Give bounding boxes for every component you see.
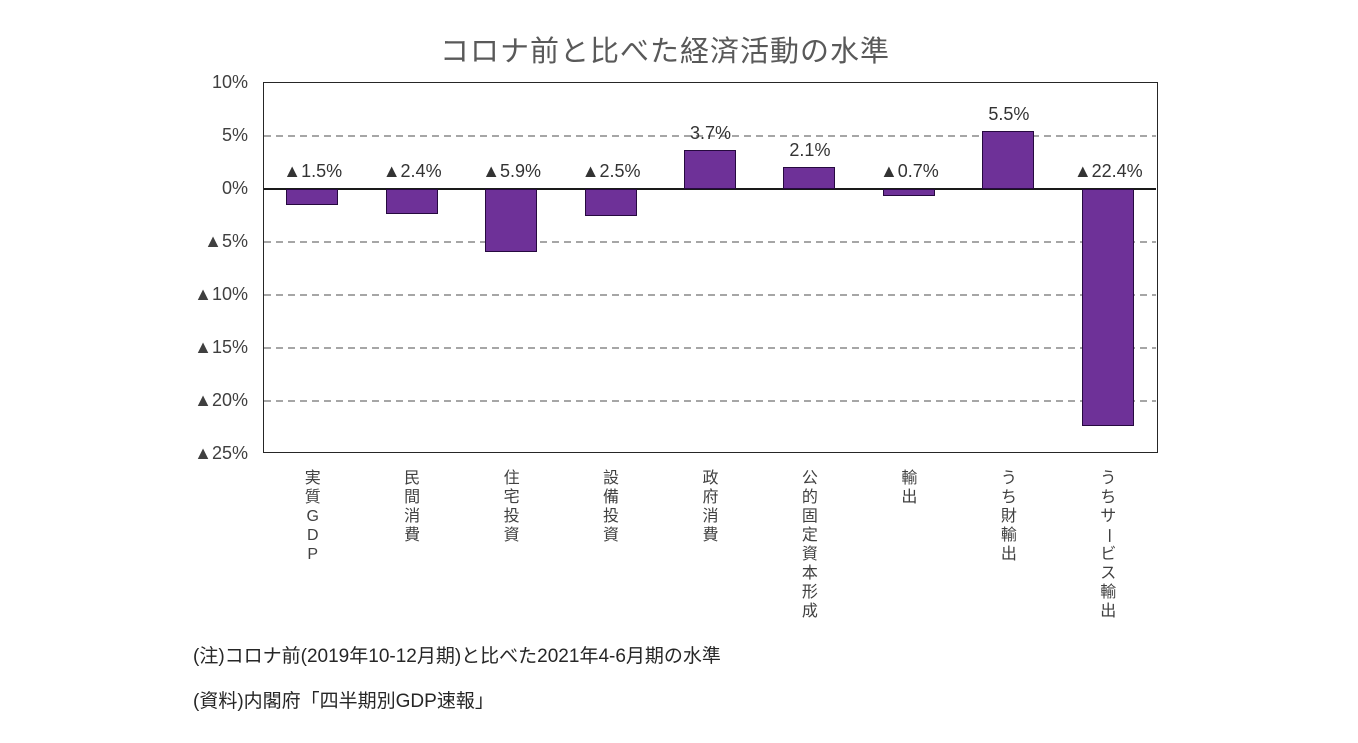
category-label-char: 消 [702, 508, 719, 525]
category-label-char: 府 [702, 489, 719, 506]
category-label-char: D [306, 527, 319, 544]
data-label-4: 3.7% [689, 122, 732, 143]
gridline [264, 293, 1156, 296]
category-label-char: 成 [801, 603, 818, 620]
footnote-data-source: (資料)内閣府「四半期別GDP速報」 [193, 691, 494, 712]
data-label-1: ▲2.4% [382, 161, 442, 181]
category-label-char: 宅 [503, 489, 520, 506]
category-label-char: 住 [503, 470, 520, 487]
category-label-char: 出 [1000, 546, 1017, 563]
category-label-8: うちサービス輸出 [1096, 469, 1120, 621]
bar-0 [286, 189, 339, 205]
bar-6 [882, 189, 935, 197]
y-tick-label: ▲15% [194, 337, 248, 357]
y-tick-label: 0% [221, 178, 248, 198]
category-label-char: 的 [801, 489, 818, 506]
category-label-char: 費 [702, 527, 719, 544]
bar-5 [783, 166, 836, 189]
y-tick-label: 5% [221, 125, 248, 145]
data-label-5: 2.1% [789, 139, 831, 160]
category-label-char: う [1000, 470, 1017, 487]
category-label-char: ー [1099, 527, 1117, 544]
category-label-char: 出 [901, 489, 918, 506]
category-label-5: 公的固定資本形成 [798, 469, 822, 621]
data-label-8: ▲22.4% [1073, 161, 1143, 181]
data-label-2: ▲5.9% [482, 161, 542, 181]
category-label-char: 設 [603, 470, 620, 487]
data-label-0: ▲1.5% [283, 161, 343, 181]
bar-8 [1081, 189, 1134, 427]
y-tick-label: ▲10% [194, 284, 248, 304]
category-label-char: 費 [404, 527, 421, 544]
category-label-char: 消 [404, 508, 421, 525]
category-label-char: P [307, 546, 319, 563]
gridline [264, 134, 1156, 137]
category-label-char: 資 [801, 546, 818, 563]
category-label-char: 定 [801, 527, 818, 544]
category-label-char: 資 [503, 527, 520, 544]
category-label-char: G [306, 508, 319, 525]
category-label-char: 固 [801, 508, 818, 525]
category-label-char: 投 [503, 508, 520, 525]
category-label-char: 輸 [901, 470, 918, 487]
category-label-char: 輸 [1000, 527, 1017, 544]
plot-area [263, 82, 1158, 453]
category-label-char: ビ [1100, 546, 1117, 563]
chart-title: コロナ前と比べた経済活動の水準 [439, 36, 890, 68]
category-label-3: 設備投資 [599, 469, 623, 545]
category-label-char: 公 [801, 470, 818, 487]
category-label-char: う [1100, 470, 1117, 487]
bar-4 [684, 149, 736, 189]
y-tick-label: ▲20% [194, 390, 248, 410]
data-label-7: 5.5% [988, 103, 1030, 124]
category-label-char: サ [1100, 508, 1117, 525]
footnote-source-note: (注)コロナ前(2019年10-12月期)と比べた2021年4-6月期の水準 [193, 646, 721, 667]
category-label-2: 住宅投資 [500, 469, 524, 545]
gridline [264, 399, 1156, 402]
category-label-char: 資 [603, 527, 620, 544]
gridline [264, 240, 1156, 243]
category-label-char: 出 [1100, 603, 1117, 620]
category-label-char: 実 [304, 470, 321, 487]
category-label-char: 財 [1000, 508, 1017, 525]
category-label-char: 間 [404, 489, 421, 506]
y-tick-label: ▲5% [204, 231, 248, 251]
category-label-char: 輸 [1100, 584, 1117, 601]
y-tick-label: 10% [211, 72, 248, 92]
category-label-7: うち財輸出 [997, 469, 1021, 564]
bar-3 [584, 189, 637, 216]
category-label-1: 民間消費 [400, 469, 424, 545]
bar-1 [385, 189, 438, 215]
category-label-4: 政府消費 [699, 469, 723, 545]
category-label-char: ス [1100, 565, 1117, 582]
category-label-char: 質 [304, 489, 321, 506]
category-label-char: 本 [801, 565, 818, 582]
bar-2 [485, 189, 538, 252]
data-label-6: ▲0.7% [879, 161, 939, 181]
bar-7 [982, 130, 1035, 189]
category-label-char: 民 [404, 470, 421, 487]
category-label-char: 形 [801, 584, 818, 601]
category-label-char: ち [1000, 489, 1017, 506]
y-tick-label: ▲25% [194, 443, 248, 463]
gridline [264, 346, 1156, 349]
category-label-char: 投 [603, 508, 620, 525]
category-label-char: 備 [603, 489, 620, 506]
category-label-char: ち [1100, 489, 1117, 506]
data-label-3: ▲2.5% [581, 161, 641, 181]
category-label-char: 政 [702, 470, 719, 487]
category-label-6: 輸出 [897, 469, 921, 507]
